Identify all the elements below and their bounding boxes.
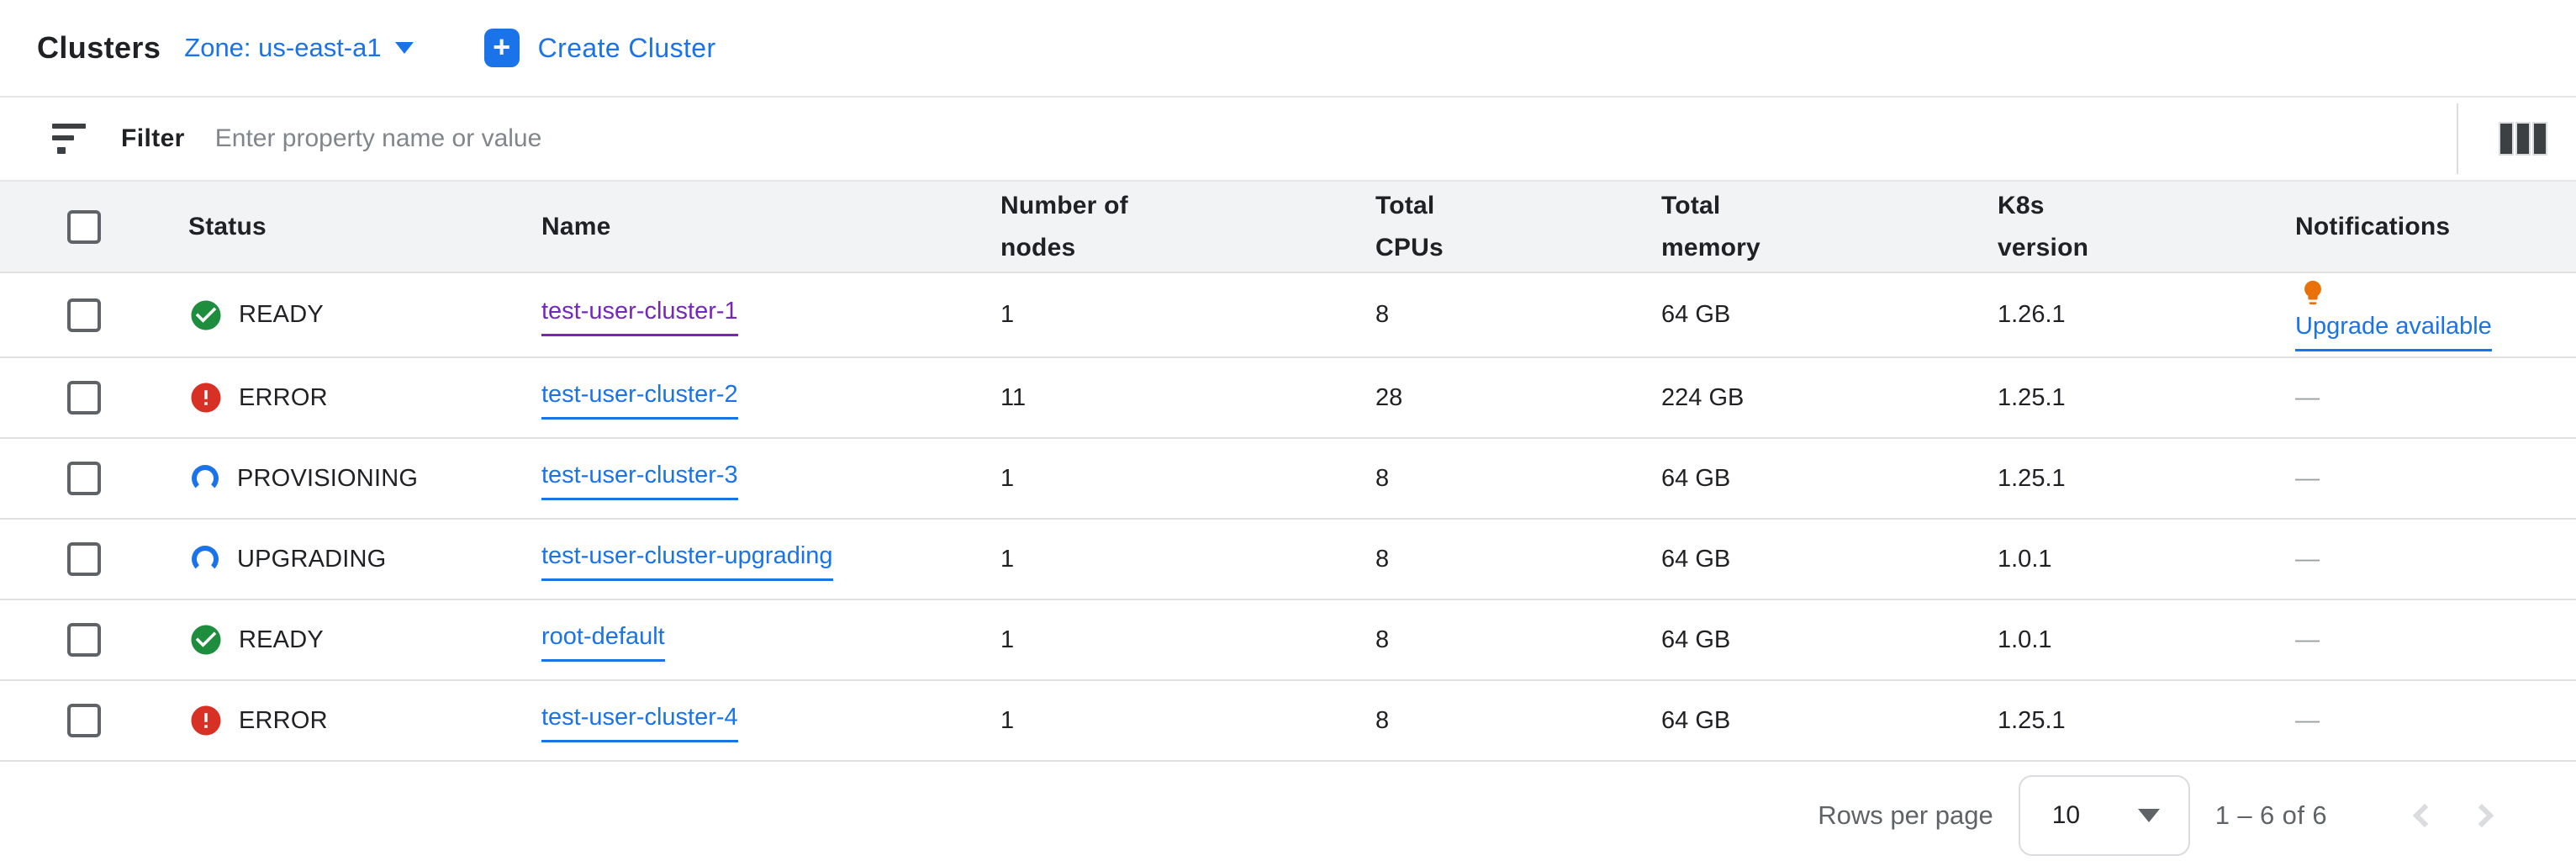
nodes-value: 1: [1000, 272, 1375, 358]
create-cluster-button[interactable]: + Create Cluster: [483, 29, 716, 67]
cluster-name-link[interactable]: root-default: [541, 619, 665, 662]
error-icon: [191, 705, 221, 736]
lightbulb-icon: [2304, 280, 2321, 305]
cluster-name-link[interactable]: test-user-cluster-1: [541, 293, 738, 336]
cpus-value: 8: [1375, 599, 1661, 681]
k8s-version-value: 1.0.1: [1998, 519, 2295, 600]
column-header-k8s: K8s version: [1998, 182, 2295, 273]
notification-empty: —: [2295, 464, 2320, 492]
rows-per-page-value: 10: [2051, 801, 2081, 829]
cluster-name-link[interactable]: test-user-cluster-2: [541, 377, 738, 420]
upgrade-available-link[interactable]: Upgrade available: [2295, 309, 2492, 351]
row-checkbox[interactable]: [67, 381, 101, 415]
table-row: READY root-default 1 8 64 GB 1.0.1—: [0, 599, 2576, 681]
k8s-version-value: 1.25.1: [1998, 357, 2295, 439]
k8s-version-value: 1.26.1: [1998, 272, 2295, 358]
status-label: READY: [239, 626, 324, 653]
cluster-name-link[interactable]: test-user-cluster-4: [541, 700, 738, 742]
status-label: ERROR: [239, 706, 328, 734]
spinner-icon: [192, 546, 219, 573]
select-all-checkbox[interactable]: [67, 209, 101, 244]
table-body: READY test-user-cluster-1 1 8 64 GB 1.26.1 Upg…: [0, 272, 2576, 762]
row-checkbox[interactable]: [67, 462, 101, 495]
memory-value: 64 GB: [1661, 272, 1998, 358]
nodes-value: 1: [1000, 519, 1375, 600]
column-header-status: Status: [188, 182, 541, 273]
row-checkbox[interactable]: [67, 704, 101, 737]
status-label: READY: [239, 301, 324, 328]
notification-empty: —: [2295, 706, 2320, 734]
column-header-cpus: Total CPUs: [1375, 182, 1661, 273]
column-header-memory: Total memory: [1661, 182, 1998, 273]
filter-icon: [52, 124, 87, 154]
cpus-value: 8: [1375, 272, 1661, 358]
memory-value: 64 GB: [1661, 438, 1998, 520]
notification-empty: —: [2295, 626, 2320, 653]
status-label: UPGRADING: [237, 545, 387, 573]
status-label: PROVISIONING: [237, 464, 419, 492]
memory-value: 224 GB: [1661, 357, 1998, 439]
memory-value: 64 GB: [1661, 599, 1998, 681]
cpus-value: 28: [1375, 357, 1661, 439]
paginator: Rows per page 10 1 – 6 of 6: [0, 762, 2576, 866]
filter-input[interactable]: [214, 124, 2457, 153]
next-page-button[interactable]: [2465, 795, 2505, 836]
table-row: ERROR test-user-cluster-4 1 8 64 GB 1.25.1—: [0, 680, 2576, 762]
row-checkbox[interactable]: [67, 542, 101, 576]
nodes-value: 11: [1000, 357, 1375, 439]
clusters-table: Status Name Number of nodes Total CPUs T…: [0, 182, 2576, 762]
memory-value: 64 GB: [1661, 519, 1998, 600]
zone-selector-label: Zone: us-east-a1: [184, 33, 382, 62]
cpus-value: 8: [1375, 438, 1661, 520]
spinner-icon: [192, 465, 219, 492]
column-header-nodes: Number of nodes: [1000, 182, 1375, 273]
ready-icon: [191, 625, 221, 655]
k8s-version-value: 1.25.1: [1998, 438, 2295, 520]
previous-page-button[interactable]: [2401, 795, 2441, 836]
row-checkbox[interactable]: [67, 623, 101, 657]
chevron-left-icon: [2412, 803, 2437, 828]
k8s-version-value: 1.0.1: [1998, 599, 2295, 681]
chevron-right-icon: [2469, 803, 2494, 828]
table-row: UPGRADING test-user-cluster-upgrading 1 8 64…: [0, 519, 2576, 600]
page-range-label: 1 – 6 of 6: [2214, 800, 2327, 830]
notification-empty: —: [2295, 545, 2320, 573]
page-title: Clusters: [37, 30, 161, 65]
table-row: PROVISIONING test-user-cluster-3 1 8 64 GB 1.…: [0, 438, 2576, 520]
cluster-name-link[interactable]: test-user-cluster-upgrading: [541, 538, 833, 581]
table-header-row: Status Name Number of nodes Total CPUs T…: [0, 182, 2576, 273]
column-display-options-button[interactable]: [2497, 120, 2549, 157]
ready-icon: [191, 300, 221, 330]
nodes-value: 1: [1000, 438, 1375, 520]
nodes-value: 1: [1000, 680, 1375, 762]
chevron-down-icon: [394, 42, 414, 54]
cluster-name-link[interactable]: test-user-cluster-3: [541, 457, 738, 500]
column-header-notifications: Notifications: [2295, 182, 2576, 273]
rows-per-page-select[interactable]: 10: [2018, 775, 2190, 856]
error-icon: [191, 383, 221, 413]
filter-label: Filter: [121, 124, 185, 152]
notification-empty: —: [2295, 383, 2320, 411]
cpus-value: 8: [1375, 519, 1661, 600]
memory-value: 64 GB: [1661, 680, 1998, 762]
zone-selector[interactable]: Zone: us-east-a1: [184, 33, 414, 63]
chevron-down-icon: [2137, 809, 2160, 822]
table-row: ERROR test-user-cluster-2 11 28 224 GB 1.25.1…: [0, 357, 2576, 439]
page-header: Clusters Zone: us-east-a1 + Create Clust…: [0, 0, 2576, 98]
table-row: READY test-user-cluster-1 1 8 64 GB 1.26.1 Upg…: [0, 272, 2576, 358]
create-cluster-label: Create Cluster: [537, 32, 716, 63]
rows-per-page-label: Rows per page: [1818, 800, 1993, 830]
k8s-version-value: 1.25.1: [1998, 680, 2295, 762]
status-label: ERROR: [239, 383, 328, 411]
filter-bar: Filter: [0, 98, 2576, 182]
column-header-name: Name: [541, 182, 1000, 273]
add-icon: +: [483, 29, 520, 67]
cpus-value: 8: [1375, 680, 1661, 762]
nodes-value: 1: [1000, 599, 1375, 681]
row-checkbox[interactable]: [67, 298, 101, 332]
divider: [2457, 103, 2458, 174]
